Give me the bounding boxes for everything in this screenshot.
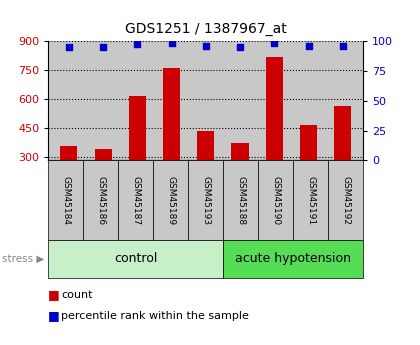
Point — [66, 45, 72, 50]
Text: count: count — [61, 290, 92, 300]
Text: GSM45193: GSM45193 — [201, 176, 210, 225]
Text: GSM45189: GSM45189 — [166, 176, 175, 225]
Bar — [129, 96, 146, 160]
Text: GSM45192: GSM45192 — [341, 176, 350, 225]
Bar — [60, 146, 77, 160]
Text: acute hypotension: acute hypotension — [235, 252, 351, 265]
Text: ■: ■ — [48, 309, 60, 322]
Text: ■: ■ — [48, 288, 60, 302]
Point — [168, 40, 175, 45]
Bar — [300, 125, 317, 160]
Text: GSM45188: GSM45188 — [236, 176, 245, 225]
Text: stress ▶: stress ▶ — [2, 254, 45, 264]
Bar — [197, 131, 214, 160]
Point — [339, 43, 346, 49]
Text: GSM45186: GSM45186 — [96, 176, 105, 225]
Text: GDS1251 / 1387967_at: GDS1251 / 1387967_at — [125, 22, 287, 37]
Text: GSM45187: GSM45187 — [131, 176, 140, 225]
Text: GSM45190: GSM45190 — [271, 176, 280, 225]
Point — [237, 45, 244, 50]
Text: GSM45184: GSM45184 — [61, 176, 70, 225]
Bar — [266, 57, 283, 160]
Text: percentile rank within the sample: percentile rank within the sample — [61, 311, 249, 321]
Point — [100, 45, 106, 50]
Point — [305, 43, 312, 49]
Point — [134, 41, 141, 47]
Bar — [94, 149, 112, 160]
Point — [271, 40, 278, 45]
Bar — [334, 106, 351, 160]
Point — [202, 43, 209, 49]
Text: control: control — [114, 252, 158, 265]
Bar — [231, 143, 249, 160]
Bar — [163, 68, 180, 160]
Text: GSM45191: GSM45191 — [306, 176, 315, 225]
